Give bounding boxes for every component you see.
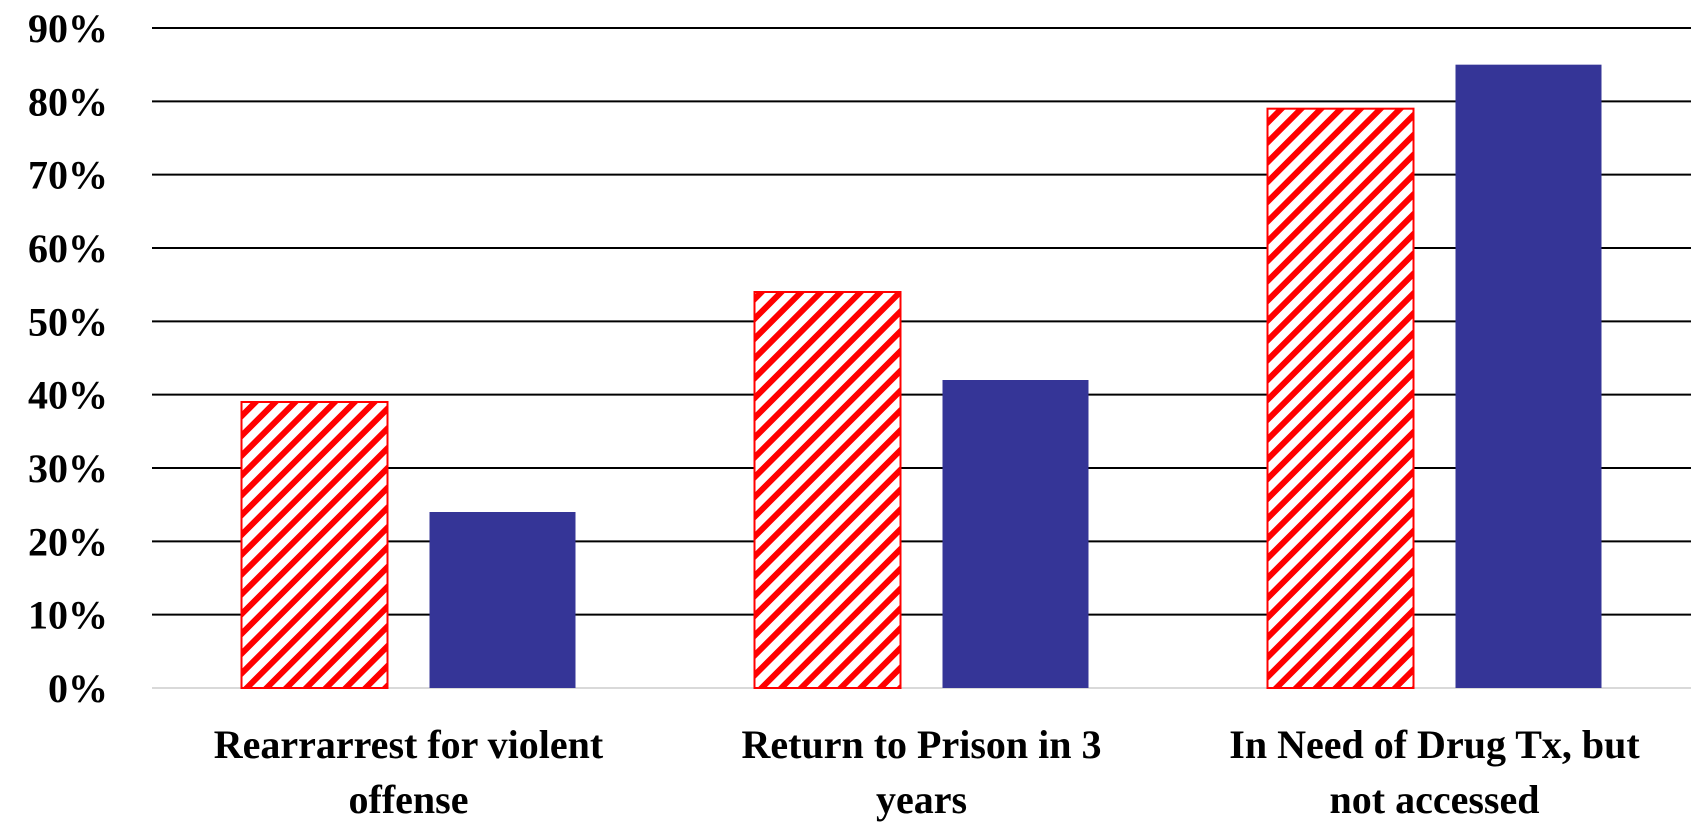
x-category-label: Return to Prison in 3 — [742, 722, 1102, 767]
gridlines — [152, 27, 1691, 689]
x-category-label: not accessed — [1330, 777, 1540, 822]
bar-series-2-category-3 — [1455, 64, 1602, 688]
x-category-label: In Need of Drug Tx, but — [1229, 722, 1640, 767]
bar-series-1-category-2 — [753, 291, 902, 689]
y-tick-label: 10% — [28, 593, 108, 638]
bar-series-2-category-1 — [429, 512, 576, 688]
x-category-label: offense — [349, 777, 469, 822]
bar-series-2-category-2 — [942, 380, 1089, 688]
y-tick-label: 90% — [28, 6, 108, 51]
y-axis-ticks: 0% 10% 20% 30% 40% 50% 60% 70% 80% 90% — [28, 6, 108, 711]
y-tick-label: 0% — [48, 666, 108, 711]
y-tick-label: 30% — [28, 446, 108, 491]
y-tick-label: 80% — [28, 79, 108, 124]
x-category-label: Rearrarrest for violent — [214, 722, 604, 767]
x-axis-labels: Rearrarrest for violent offense Return to … — [214, 722, 1641, 822]
y-tick-label: 50% — [28, 299, 108, 344]
y-tick-label: 20% — [28, 519, 108, 564]
bar-series-1-category-3 — [1266, 107, 1415, 689]
y-tick-label: 40% — [28, 373, 108, 418]
bars — [240, 64, 1602, 689]
x-category-label: years — [876, 777, 967, 822]
bar-series-1-category-1 — [240, 401, 389, 689]
y-tick-label: 70% — [28, 153, 108, 198]
y-tick-label: 60% — [28, 226, 108, 271]
